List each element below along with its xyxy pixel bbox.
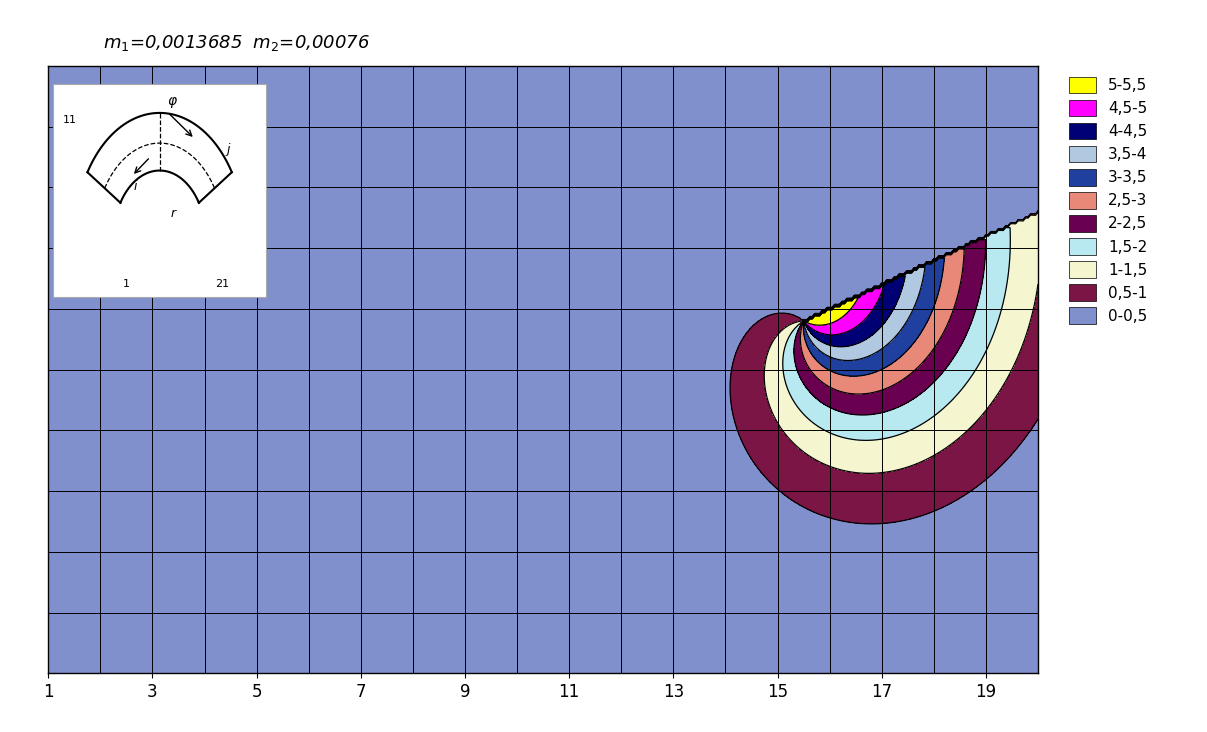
Text: $m_1$=0,0013685  $m_2$=0,00076: $m_1$=0,0013685 $m_2$=0,00076 — [103, 33, 369, 53]
Legend: 5-5,5, 4,5-5, 4-4,5, 3,5-4, 3-3,5, 2,5-3, 2-2,5, 1,5-2, 1-1,5, 0,5-1, 0-0,5: 5-5,5, 4,5-5, 4-4,5, 3,5-4, 3-3,5, 2,5-3… — [1066, 73, 1150, 327]
